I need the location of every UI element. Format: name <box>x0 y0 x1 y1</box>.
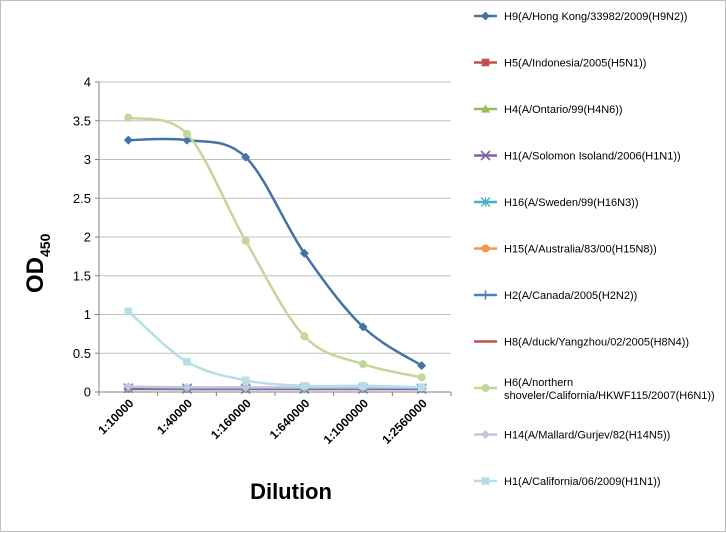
series-11 <box>124 307 426 392</box>
y-tick-label: 3.5 <box>73 113 91 128</box>
legend-entry: H1(A/California/06/2009(H1N1)) <box>474 476 661 488</box>
x-tick-label: 1:640000 <box>267 396 313 442</box>
y-tick-label: 1.5 <box>73 268 91 283</box>
legend-marker <box>481 290 490 300</box>
series-line <box>128 137 423 367</box>
legend-label: H14(A/Mallard/Gurjev/82(H14N5)) <box>504 430 670 442</box>
legend-label-line: shoveler/California/HKWF115/2007(H6N1)) <box>504 390 715 402</box>
legend-label: H2(A/Canada/2005(H2N2)) <box>504 290 637 302</box>
legend-entry: H14(A/Mallard/Gurjev/82(H14N5)) <box>474 430 670 442</box>
legend-marker <box>481 383 490 393</box>
series-line <box>127 310 422 389</box>
legend-label: H8(A/duck/Yangzhou/02/2005(H8N4)) <box>504 337 689 349</box>
x-axis-title: Dilution <box>250 479 332 504</box>
series-lines <box>123 113 427 394</box>
y-axis-title-main: OD <box>22 257 49 293</box>
data-point <box>358 360 368 369</box>
data-point <box>241 376 250 385</box>
data-point <box>417 361 427 371</box>
data-point <box>241 382 251 392</box>
data-point <box>417 373 426 382</box>
x-tick-label: 1:1000000 <box>321 396 372 447</box>
x-tick-labels: 1:10000 1:40000 1:160000 1:640000 1:1000000 1… <box>95 396 430 447</box>
y-tick-label: 0.5 <box>73 346 91 361</box>
legend-label: H1(A/California/06/2009(H1N1)) <box>504 476 661 488</box>
legend-marker <box>481 11 490 21</box>
legend-marker <box>480 197 491 207</box>
legend-marker <box>481 430 490 439</box>
x-tick-label: 1:160000 <box>208 396 254 442</box>
x-tick-label: 1:2560000 <box>379 396 430 447</box>
y-tick-labels: 0 0.5 1 1.5 2 2.5 3 3.5 4 <box>73 75 91 400</box>
legend-marker <box>480 150 491 161</box>
legend-marker <box>481 58 490 67</box>
series-1 <box>123 135 427 371</box>
x-tick-label: 1:40000 <box>154 396 195 437</box>
data-point <box>183 357 191 366</box>
legend-marker <box>481 244 490 253</box>
data-point <box>359 381 367 390</box>
y-tick-label: 0 <box>84 385 91 400</box>
data-point <box>182 129 192 138</box>
data-point <box>358 322 368 332</box>
data-point <box>299 248 309 258</box>
legend-entry: H6(A/northern shoveler/California/HKWF115… <box>474 377 715 402</box>
data-point <box>300 381 309 390</box>
legend: H9(A/Hong Kong/33982/2009(H9N2)) H5(A/Ind… <box>474 11 715 488</box>
gridlines <box>99 81 451 354</box>
legend-entry: H9(A/Hong Kong/33982/2009(H9N2)) <box>474 11 687 23</box>
legend-entry: H8(A/duck/Yangzhou/02/2005(H8N4)) <box>474 337 689 349</box>
legend-entry: H15(A/Australia/83/00(H15N8)) <box>474 244 657 256</box>
y-tick-label: 4 <box>84 75 91 90</box>
axes <box>95 81 452 396</box>
y-tick-label: 3 <box>84 152 91 167</box>
legend-marker <box>481 477 490 485</box>
y-tick-label: 2.5 <box>73 191 91 206</box>
legend-label: H15(A/Australia/83/00(H15N8)) <box>504 244 657 256</box>
legend-label-line: H6(A/northern <box>504 377 573 389</box>
legend-label: H4(A/Ontario/99(H4N6)) <box>504 104 623 116</box>
y-tick-label: 1 <box>84 307 91 322</box>
legend-entry: H1(A/Solomon Isoland/2006(H1N1)) <box>474 150 681 163</box>
legend-label: H16(A/Sweden/99(H16N3)) <box>504 197 639 209</box>
series-9 <box>124 113 426 382</box>
y-axis-title-subscript: 450 <box>37 233 53 257</box>
legend-label: H9(A/Hong Kong/33982/2009(H9N2)) <box>504 11 687 23</box>
data-point <box>182 382 192 392</box>
data-point <box>241 152 251 162</box>
legend-entry: H5(A/Indonesia/2005(H5N1)) <box>474 58 646 70</box>
legend-label: H6(A/northern shoveler/California/HKWF115… <box>504 377 715 402</box>
data-point <box>417 383 426 392</box>
series-line <box>128 385 422 389</box>
data-point <box>123 382 133 392</box>
y-tick-label: 2 <box>84 230 91 245</box>
data-point <box>123 135 133 145</box>
data-point <box>124 113 133 122</box>
legend-entry: H2(A/Canada/2005(H2N2)) <box>474 290 637 302</box>
legend-label: H5(A/Indonesia/2005(H5N1)) <box>504 58 646 70</box>
x-tick-label: 1:10000 <box>95 396 136 437</box>
legend-label: H1(A/Solomon Isoland/2006(H1N1)) <box>504 151 681 163</box>
legend-entry: H4(A/Ontario/99(H4N6)) <box>474 104 623 116</box>
legend-marker <box>481 104 490 113</box>
data-point <box>241 236 250 245</box>
legend-entry: H16(A/Sweden/99(H16N3)) <box>474 197 639 209</box>
data-point <box>124 307 133 316</box>
data-point <box>300 332 309 341</box>
y-axis-title: OD450 <box>22 233 53 293</box>
